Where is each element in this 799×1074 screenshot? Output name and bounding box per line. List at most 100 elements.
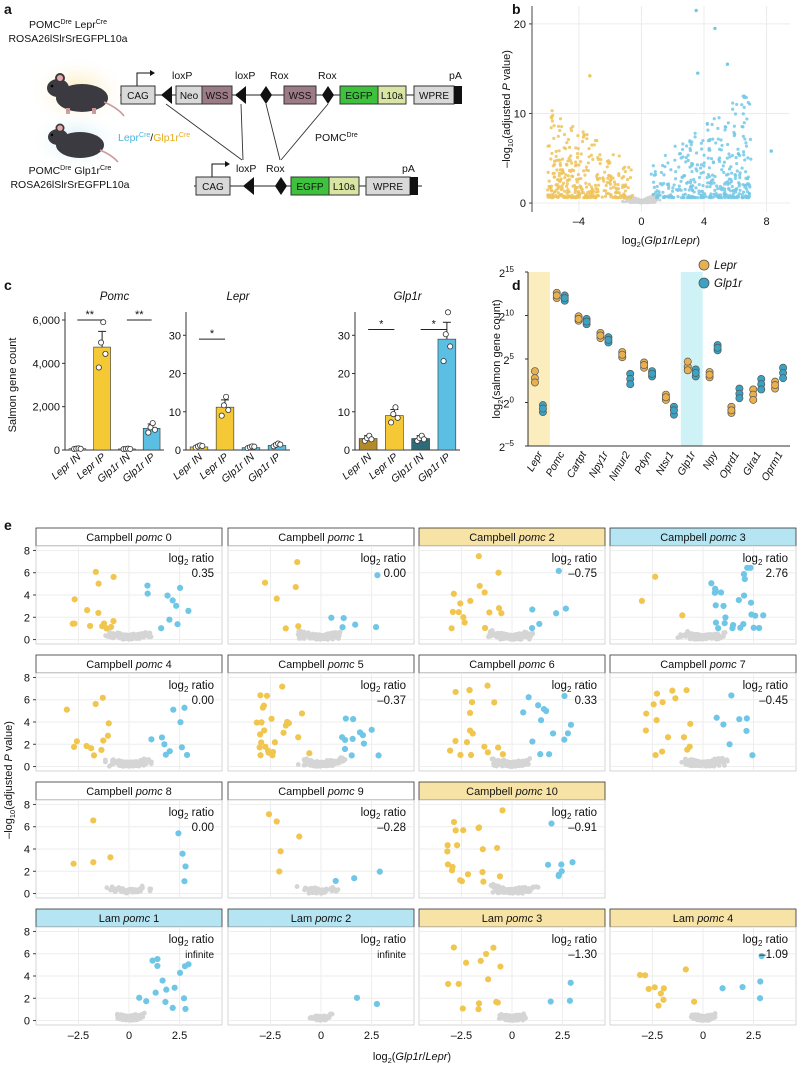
point-glp1r — [742, 105, 746, 109]
point-lepr — [461, 619, 468, 626]
point-lepr — [556, 158, 560, 162]
point-lepr — [70, 860, 77, 867]
point-lepr — [652, 752, 659, 759]
point-lepr — [264, 747, 272, 754]
point-lepr — [556, 191, 560, 195]
point-glp1r — [368, 726, 375, 733]
point-glp1r — [710, 122, 714, 127]
point-glp1r — [652, 173, 656, 177]
point-glp1r — [353, 994, 361, 1001]
plot-title-gene: pomc — [327, 532, 355, 544]
point-lepr — [580, 139, 585, 144]
point-lepr — [552, 291, 561, 300]
point-glp1r — [695, 196, 700, 200]
point-ns — [127, 634, 132, 640]
point-glp1r — [741, 150, 746, 154]
point-lepr — [552, 175, 557, 179]
point-glp1r — [729, 177, 733, 182]
point-glp1r — [711, 161, 716, 165]
point-ns — [684, 761, 690, 767]
point-glp1r — [669, 168, 673, 172]
point-lepr — [306, 750, 313, 757]
point-glp1r — [738, 176, 742, 180]
point-glp1r — [735, 597, 742, 604]
plot-title-source: Campbell — [660, 659, 710, 671]
point-glp1r — [724, 181, 728, 185]
ratio-word: ratio — [188, 680, 214, 692]
point-ns — [306, 890, 312, 896]
point-lepr — [490, 944, 497, 951]
point-glp1r — [667, 186, 671, 190]
point-lepr — [608, 178, 612, 182]
point-lepr — [280, 729, 287, 736]
point-lepr — [623, 189, 628, 193]
point-glp1r — [739, 983, 746, 991]
point-glp1r — [728, 155, 732, 159]
point-ns — [644, 198, 648, 202]
point-lepr — [593, 138, 598, 143]
ratio-label: log2 ratio — [552, 553, 597, 567]
point-glp1r — [701, 138, 705, 143]
point-glp1r — [349, 735, 356, 743]
point-lepr — [552, 124, 556, 128]
point-glp1r — [180, 995, 188, 1002]
point-lepr — [279, 683, 286, 690]
point-glp1r — [687, 188, 691, 192]
loxp2-label: loxP — [235, 70, 255, 82]
point-ns — [628, 198, 632, 202]
point-lepr — [467, 597, 474, 604]
point-lepr — [557, 178, 561, 182]
point-lepr — [446, 747, 454, 754]
point-glp1r — [561, 736, 568, 743]
point-lepr — [444, 842, 451, 849]
point-lepr — [482, 950, 490, 958]
point-lepr — [583, 173, 587, 177]
point-lepr — [497, 963, 504, 970]
point-lepr — [598, 162, 602, 166]
point-outlier — [696, 71, 700, 75]
point-lepr — [596, 331, 605, 340]
ratio-sub: 2 — [567, 939, 572, 948]
pa-top: pA — [449, 70, 462, 82]
point-lepr — [549, 157, 553, 161]
point-glp1r — [166, 616, 173, 623]
point-glp1r — [693, 131, 697, 135]
data-point — [277, 441, 284, 448]
ratio-sub: 2 — [184, 685, 189, 694]
panel-label-c: c — [4, 277, 12, 293]
point-glp1r — [690, 188, 694, 192]
point-glp1r — [727, 152, 731, 156]
point-lepr — [557, 174, 561, 178]
point-lepr — [556, 182, 560, 187]
point-glp1r — [730, 171, 734, 175]
point-lepr — [626, 186, 630, 190]
point-lepr — [564, 173, 568, 177]
point-glp1r — [747, 191, 751, 195]
point-lepr — [628, 176, 633, 180]
x-tick-label: –2.5 — [260, 1030, 281, 1042]
point-lepr — [452, 737, 459, 745]
point-lepr — [600, 195, 604, 199]
point-lepr — [652, 573, 659, 580]
point-ns — [499, 761, 505, 766]
ratio-value: –0.28 — [377, 822, 406, 834]
point-glp1r — [699, 141, 703, 145]
data-point — [442, 331, 449, 338]
plot-title-gene: pomc — [135, 532, 163, 544]
point-ns — [507, 763, 512, 769]
y-tick-label: 0 — [175, 445, 181, 457]
point-lepr — [105, 720, 112, 727]
point-glp1r — [544, 861, 552, 868]
point-lepr — [650, 701, 657, 708]
plot-title-gene: pomc — [696, 913, 724, 925]
point-glp1r — [734, 187, 738, 191]
point-glp1r — [720, 721, 727, 728]
point-glp1r — [702, 164, 706, 168]
gene-label: Pdyn — [632, 449, 654, 476]
point-glp1r — [154, 962, 161, 970]
point-glp1r — [348, 752, 355, 759]
point-glp1r — [671, 186, 675, 190]
point-lepr — [485, 976, 492, 983]
point-glp1r — [736, 716, 743, 723]
